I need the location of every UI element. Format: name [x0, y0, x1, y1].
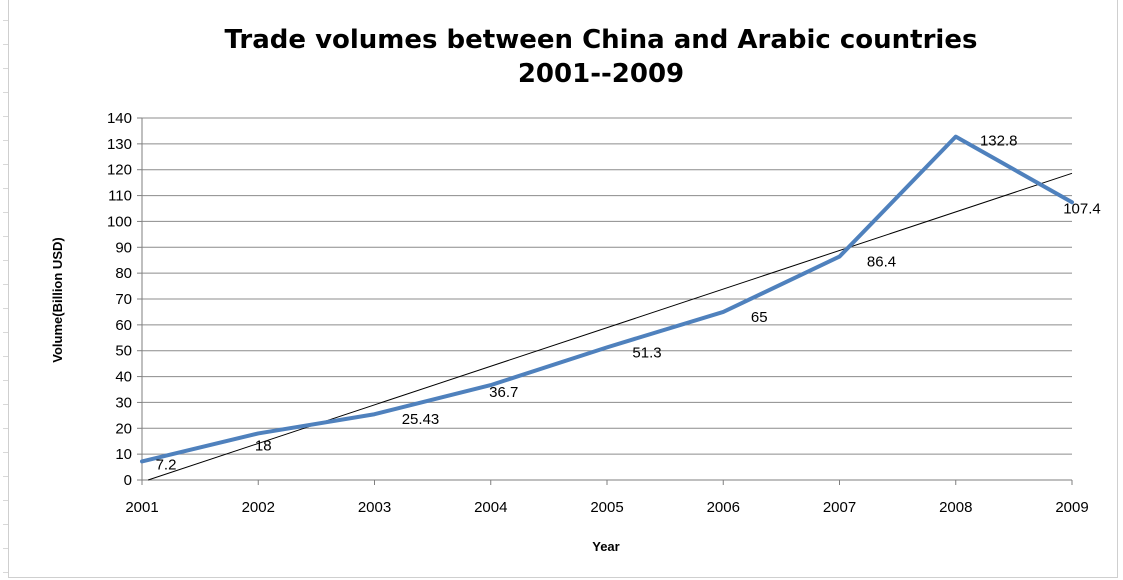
y-tick-label: 60: [115, 317, 132, 334]
y-tick-label: 10: [115, 446, 132, 463]
series-group: [140, 134, 1074, 464]
trendline-group: [147, 172, 1073, 481]
y-axis-title: Volume(Billion USD): [50, 237, 65, 362]
row-mark: [3, 356, 8, 357]
row-mark: [3, 332, 8, 333]
row-mark: [3, 428, 8, 429]
row-mark: [3, 452, 8, 453]
data-label: 18: [255, 437, 272, 454]
y-tick-label: 0: [124, 472, 132, 489]
row-mark: [3, 308, 8, 309]
data-label: 107.4: [1063, 200, 1101, 217]
row-mark: [3, 116, 8, 117]
row-mark: [3, 44, 8, 45]
y-tick-label: 40: [115, 369, 132, 386]
data-label: 65: [751, 309, 768, 326]
data-label: 7.2: [156, 456, 177, 473]
data-label: 25.43: [402, 411, 440, 428]
x-tick-label: 2002: [242, 499, 275, 516]
x-tick-label: 2001: [125, 499, 158, 516]
row-mark: [3, 140, 8, 141]
row-mark: [3, 92, 8, 93]
y-tick-label: 70: [115, 291, 132, 308]
chart-title-line1: Trade volumes between China and Arabic c…: [225, 25, 978, 55]
row-mark: [3, 404, 8, 405]
row-mark: [3, 20, 8, 21]
row-mark: [3, 236, 8, 237]
x-tick-label: 2003: [358, 499, 391, 516]
y-tick-label: 90: [115, 239, 132, 256]
trendline: [147, 172, 1073, 481]
row-mark: [3, 68, 8, 69]
x-tick-label: 2008: [939, 499, 972, 516]
y-tick-label: 130: [107, 136, 132, 153]
row-mark: [3, 548, 8, 549]
y-tick-label: 100: [107, 213, 132, 230]
x-axis-title: Year: [592, 539, 619, 554]
row-mark: [3, 260, 8, 261]
x-tick-label: 2004: [474, 499, 507, 516]
y-tick-label: 80: [115, 265, 132, 282]
row-mark: [3, 476, 8, 477]
sheet-row-marks: [0, 0, 8, 580]
row-mark: [3, 380, 8, 381]
row-mark: [3, 572, 8, 573]
x-tick-label: 2007: [823, 499, 856, 516]
row-mark: [3, 524, 8, 525]
data-label: 51.3: [632, 344, 661, 361]
y-axis-ticks: 0 10 20 30 40 50 60 70 80 90 100 110 120 130 140: [107, 110, 132, 489]
data-labels: 7.2 18 25.43 36.7 51.3 65 86.4 132.8 107.4: [156, 133, 1101, 474]
x-tick-label: 2005: [590, 499, 623, 516]
x-tick-label: 2006: [707, 499, 740, 516]
y-tick-label: 140: [107, 110, 132, 127]
row-mark: [3, 164, 8, 165]
series-line: [140, 134, 1074, 464]
y-tick-label: 20: [115, 420, 132, 437]
chart-frame: [8, 0, 1118, 578]
data-label: 132.8: [980, 133, 1018, 150]
y-tick-label: 110: [108, 188, 132, 205]
y-tick-label: 30: [115, 394, 132, 411]
chart-title-line2: 2001--2009: [518, 59, 684, 89]
row-mark: [3, 284, 8, 285]
data-label: 36.7: [489, 384, 518, 401]
y-tick-label: 120: [107, 162, 132, 179]
row-mark: [3, 500, 8, 501]
x-tick-label: 2009: [1055, 499, 1088, 516]
x-axis-ticks: 2001 2002 2003 2004 2005 2006 2007 2008 2009: [125, 480, 1089, 516]
row-mark: [3, 212, 8, 213]
row-mark: [3, 188, 8, 189]
data-label: 86.4: [867, 254, 896, 271]
gridlines: [137, 117, 1072, 481]
y-tick-label: 50: [115, 343, 132, 360]
